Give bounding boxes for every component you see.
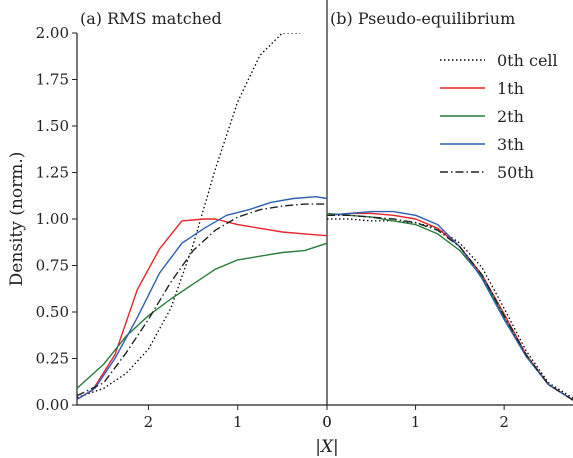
y-tick-label-6: 1.50: [36, 117, 69, 135]
y-tick-label-3: 0.75: [36, 257, 69, 275]
y-tick-label-0: 0.00: [36, 396, 69, 414]
y-tick-label-5: 1.25: [36, 164, 69, 182]
panel-1-x-tick-label-1: 1: [411, 413, 421, 431]
y-tick-label-8: 2.00: [36, 24, 69, 42]
panel-1-series-2th: [327, 212, 573, 401]
y-tick-label-2: 0.50: [36, 303, 69, 321]
panel-0-series-group: [77, 33, 327, 401]
legend-label-0th-cell: 0th cell: [497, 51, 558, 70]
panel-0-series-3th: [77, 195, 327, 400]
panel-1-x-tick-label-0: 0: [322, 413, 332, 431]
panel-0-x-tick-label-1: 1: [233, 413, 243, 431]
panel-a-title: (a) RMS matched: [80, 9, 222, 28]
panel-0-series-2th: [77, 242, 327, 389]
legend-label-3th: 3th: [497, 135, 524, 154]
y-tick-label-4: 1.00: [36, 210, 69, 228]
x-axis-label: |X|: [315, 437, 339, 457]
legend-label-2th: 2th: [497, 107, 524, 126]
text-layer: (a) RMS matched (b) Pseudo-equilibrium |…: [7, 9, 515, 457]
panel-0-x-tick-label-0: 2: [144, 413, 154, 431]
y-tick-label-7: 1.75: [36, 71, 69, 89]
legend-label-1th: 1th: [497, 79, 524, 98]
panel-1-series-group: [327, 210, 573, 401]
panel-1-series-1th: [327, 212, 573, 401]
panel-1-series-0th-cell: [327, 218, 573, 399]
panel-1-series-3th: [327, 210, 573, 401]
axes-layer: 2 1 00 1 20.000.250.500.751.001.251.501.752.…: [36, 0, 573, 431]
panel-0-x-tick-label-2: 0: [322, 413, 332, 431]
series-layer: [77, 33, 573, 401]
panel-0-series-1th: [77, 218, 327, 401]
panel-1-series-50th: [327, 214, 573, 401]
y-tick-label-1: 0.25: [36, 350, 69, 368]
legend-label-50th: 50th: [497, 163, 534, 182]
panel-1-x-tick-label-2: 2: [499, 413, 509, 431]
panel-b-title: (b) Pseudo-equilibrium: [330, 9, 515, 28]
y-axis-label: Density (norm.): [7, 152, 27, 287]
panel-0-series-0th-cell: [77, 33, 301, 399]
legend: 0th cell 1th 2th 3th 50th: [440, 51, 558, 182]
panel-0-series-50th: [77, 203, 327, 397]
